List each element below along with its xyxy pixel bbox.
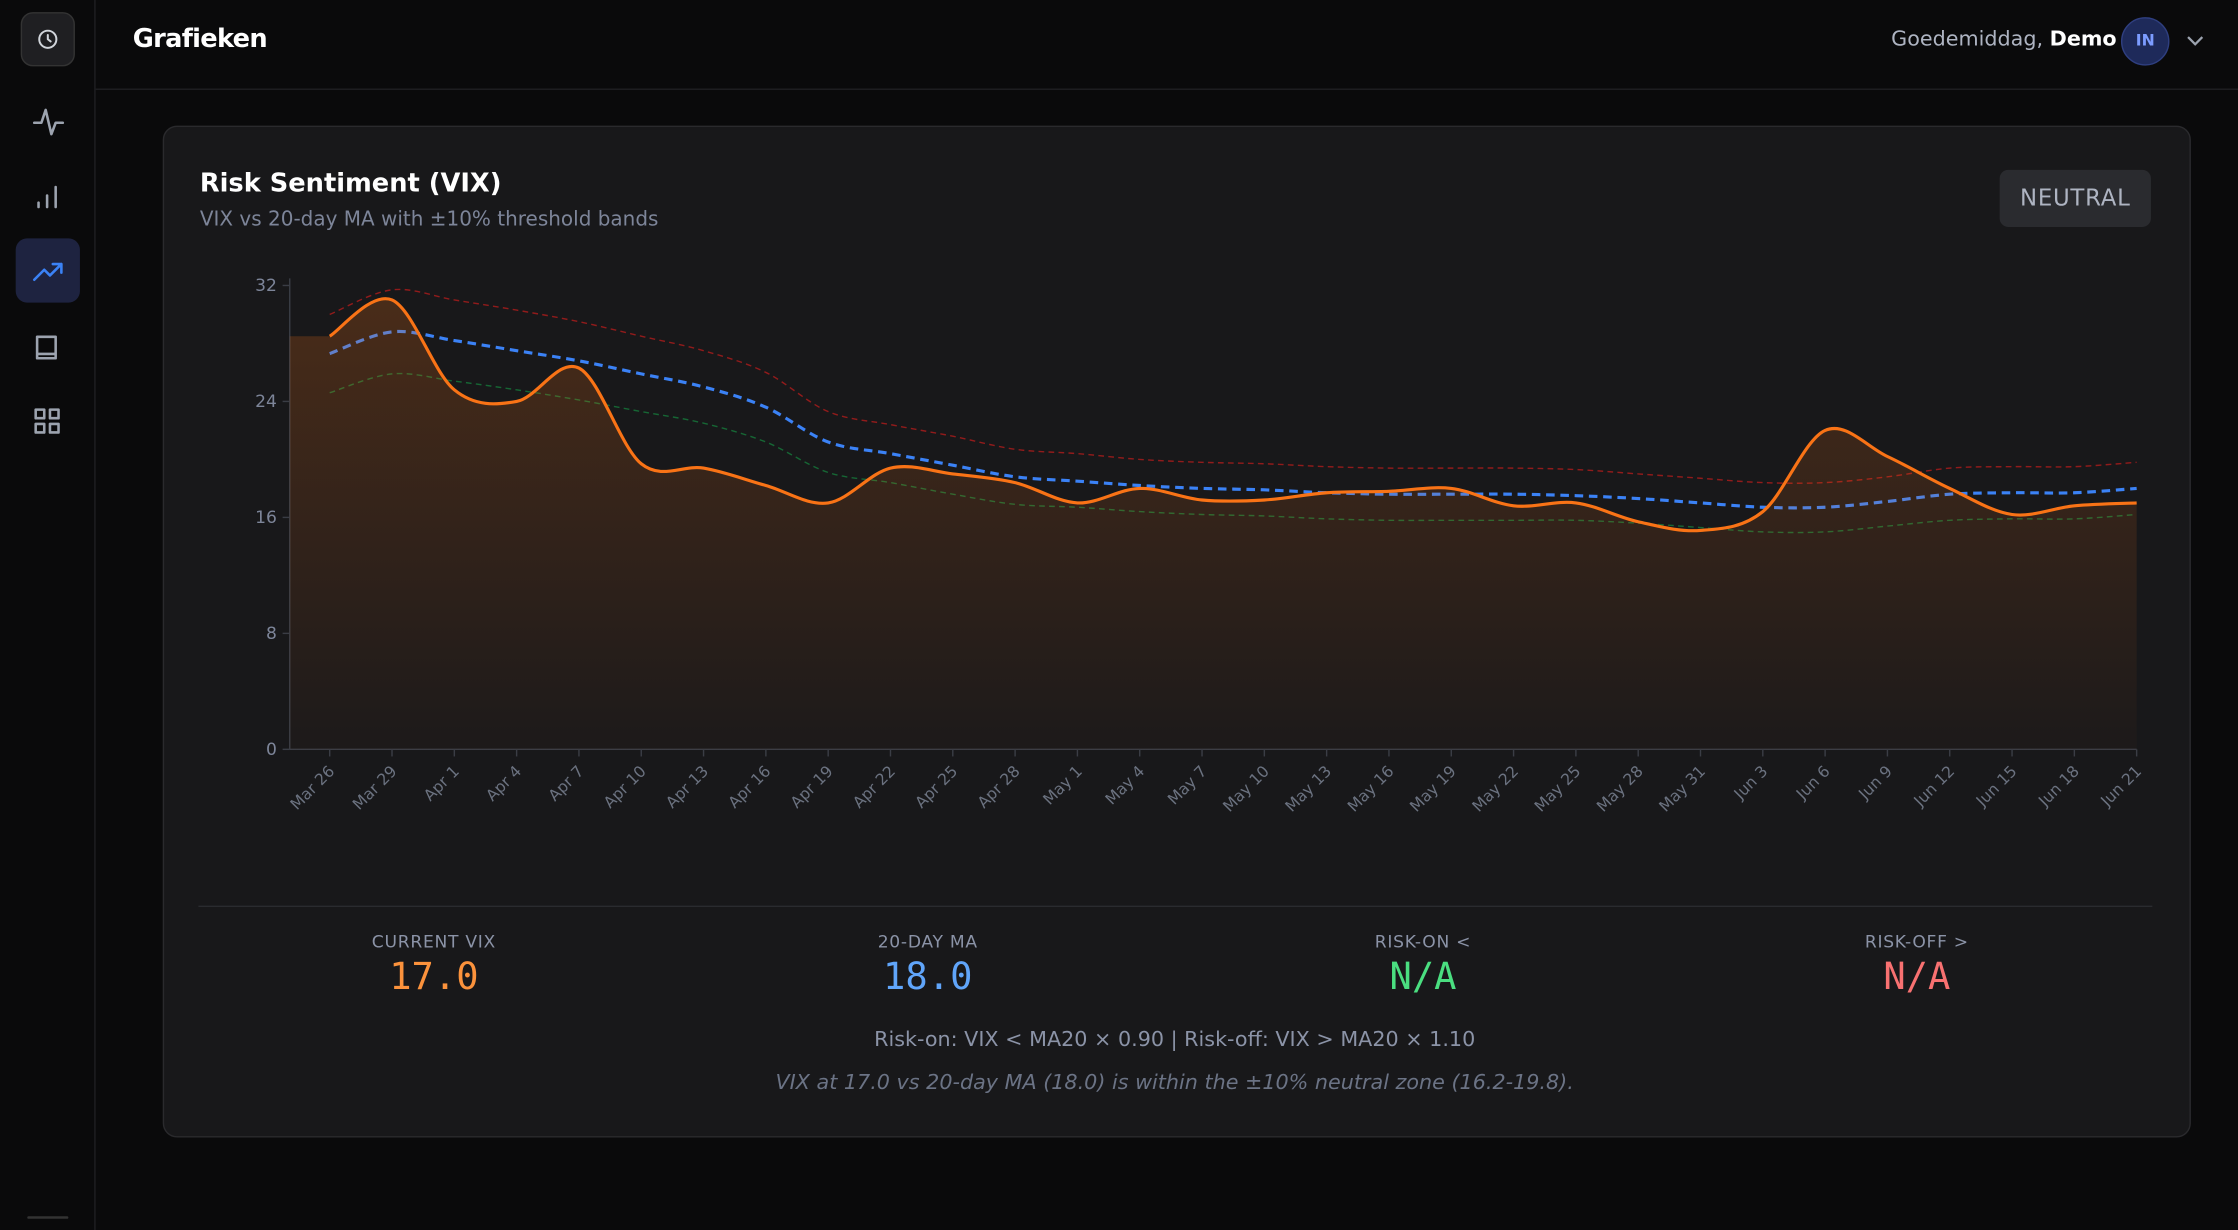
y-tick-label: 8 (266, 624, 277, 644)
x-tick-label: May 1 (1039, 762, 1086, 809)
x-tick-label: May 25 (1530, 762, 1584, 816)
greeting-text: Goedemiddag, (1891, 28, 2044, 52)
avatar[interactable]: IN (2120, 17, 2170, 66)
stat-label: RISK-OFF > (1864, 932, 1969, 953)
user-name: Demo (2049, 28, 2117, 52)
activity-icon[interactable] (32, 108, 65, 136)
y-tick-label: 24 (255, 392, 277, 412)
clock-icon (38, 29, 58, 49)
stat-label: RISK-ON < (1374, 932, 1472, 953)
x-tick-label: Jun 15 (1971, 762, 2020, 811)
x-tick-label: Jun 12 (1909, 762, 1958, 811)
x-tick-label: Apr 22 (849, 762, 899, 812)
x-tick-label: May 19 (1406, 762, 1460, 816)
x-tick-label: Apr 1 (420, 762, 463, 805)
trend-icon[interactable] (32, 262, 63, 282)
y-tick-label: 0 (266, 740, 277, 760)
y-tick-label: 32 (255, 276, 277, 296)
rule-text: Risk-on: VIX < MA20 × 0.90 | Risk-off: V… (874, 1029, 1476, 1052)
x-tick-label: Jun 3 (1729, 762, 1771, 804)
status-badge: NEUTRAL (1999, 169, 2151, 227)
x-tick-label: Apr 7 (544, 762, 587, 805)
stat-value: 17.0 (389, 956, 479, 1000)
greeting: Goedemiddag, Demo (1891, 29, 2116, 52)
x-tick-label: Mar 29 (349, 762, 401, 814)
x-tick-label: May 10 (1219, 762, 1273, 816)
stat-value: N/A (1883, 956, 1951, 1000)
sidebar (0, 0, 96, 1230)
grid-icon[interactable] (34, 408, 60, 434)
dropdown-icon[interactable] (2185, 31, 2205, 51)
series-line (329, 288, 2137, 484)
x-tick-label: May 31 (1655, 762, 1709, 816)
x-tick-label: Apr 10 (600, 762, 650, 812)
stat-label: CURRENT VIX (371, 932, 496, 953)
x-tick-label: Jun 6 (1792, 762, 1834, 804)
x-tick-label: Jun 21 (2096, 762, 2145, 811)
stat-value: N/A (1389, 956, 1457, 1000)
sidebar-icons (15, 12, 80, 1219)
x-tick-label: Jun 18 (2034, 762, 2083, 811)
x-tick-label: Jun 9 (1854, 762, 1896, 804)
area (289, 298, 2137, 750)
x-tick-label: Apr 13 (662, 762, 712, 812)
active-nav[interactable] (15, 238, 80, 303)
stat-value: 18.0 (883, 956, 973, 1000)
x-tick-label: May 28 (1593, 762, 1647, 816)
clock-hands (46, 33, 52, 43)
x-tick-label: May 13 (1281, 762, 1335, 816)
x-tick-label: Apr 19 (786, 762, 836, 812)
x-tick-label: Apr 16 (724, 762, 774, 812)
page-title: Grafieken (132, 24, 268, 55)
x-tick-label: Mar 26 (286, 762, 338, 814)
summary-text: VIX at 17.0 vs 20-day MA (18.0) is withi… (775, 1071, 1574, 1095)
x-tick-label: May 22 (1468, 762, 1522, 816)
book-icon[interactable] (35, 335, 57, 360)
x-tick-label: Apr 28 (973, 762, 1023, 812)
series-line (328, 297, 2137, 533)
x-tick-label: May 4 (1101, 762, 1148, 809)
y-tick-label: 16 (255, 508, 277, 528)
x-tick-label: May 16 (1343, 762, 1397, 816)
card-subtitle: VIX vs 20-day MA with ±10% threshold ban… (199, 208, 659, 232)
top-bar: Grafieken Goedemiddag, Demo IN (95, 0, 2238, 90)
x-tick-label: May 7 (1164, 762, 1211, 809)
card-title: Risk Sentiment (VIX) (199, 168, 502, 199)
stat-label: 20-DAY MA (877, 932, 978, 953)
x-tick-label: Apr 25 (911, 762, 961, 812)
x-tick-label: Apr 4 (482, 762, 525, 805)
bar-icon[interactable] (37, 185, 57, 209)
